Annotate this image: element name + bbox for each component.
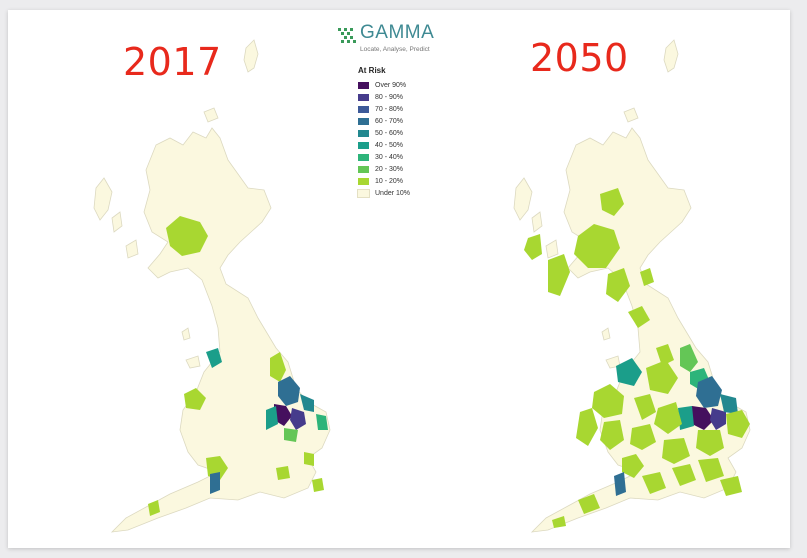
year-label-2017: 2017 <box>123 40 222 84</box>
legend-label: 50 - 60% <box>375 129 404 137</box>
region-10-20 <box>184 388 206 410</box>
legend-item: 20 - 30% <box>358 163 438 175</box>
map-2017 <box>93 39 331 533</box>
legend-label: Under 10% <box>375 189 411 197</box>
legend-item: 30 - 40% <box>358 151 438 163</box>
legend-label: 60 - 70% <box>375 117 404 125</box>
region-10-20 <box>578 494 600 514</box>
legend-item: 80 - 90% <box>358 91 438 103</box>
legend-label: 40 - 50% <box>375 141 404 149</box>
region-10-20 <box>592 384 624 418</box>
region-10-20 <box>304 452 314 466</box>
legend-item: 60 - 70% <box>358 115 438 127</box>
region-10-20 <box>524 234 542 260</box>
region-30-40 <box>316 414 328 430</box>
legend-swatch <box>358 153 369 161</box>
region-over-90 <box>274 404 292 426</box>
region-10-20 <box>312 478 324 492</box>
figure-card: 2017 2050 GAMMA Locate, Analyse, Predict… <box>8 10 790 548</box>
legend-swatch <box>358 165 369 173</box>
region-10-20 <box>640 268 654 286</box>
legend-label: 80 - 90% <box>375 93 404 101</box>
region-10-20 <box>574 224 620 268</box>
gamma-logo-icon <box>338 28 356 43</box>
region-50-60 <box>300 394 314 412</box>
logo-name: GAMMA <box>360 22 435 43</box>
region-10-20 <box>576 408 598 446</box>
region-10-20 <box>662 438 690 464</box>
legend-label: 10 - 20% <box>375 177 404 185</box>
legend-item: Under 10% <box>357 187 438 199</box>
legend-label: 70 - 80% <box>375 105 404 113</box>
legend-label: 30 - 40% <box>375 153 404 161</box>
region-60-70 <box>278 376 300 406</box>
region-10-20 <box>552 516 566 528</box>
region-10-20 <box>642 472 666 494</box>
legend-swatch <box>358 177 369 185</box>
region-10-20 <box>634 394 656 420</box>
gamma-logo: GAMMA Locate, Analyse, Predict <box>336 22 446 62</box>
maps-canvas <box>93 39 751 533</box>
region-10-20 <box>672 464 696 486</box>
region-10-20 <box>720 476 742 496</box>
region-10-20 <box>166 216 208 256</box>
region-10-20 <box>600 420 624 450</box>
region-20-30 <box>284 428 298 442</box>
region-10-20 <box>270 352 286 382</box>
region-10-20 <box>654 402 682 434</box>
legend-item: 70 - 80% <box>358 103 438 115</box>
region-40-50 <box>616 358 642 386</box>
region-80-90 <box>290 408 306 430</box>
region-40-50 <box>206 348 222 368</box>
region-40-50 <box>266 406 278 430</box>
legend-item: Over 90% <box>358 79 438 91</box>
year-label-2050: 2050 <box>530 36 629 80</box>
region-10-20 <box>696 430 724 456</box>
legend-label: 20 - 30% <box>375 165 404 173</box>
map-2050 <box>513 39 751 533</box>
region-10-20 <box>656 344 674 366</box>
legend-item: 50 - 60% <box>358 127 438 139</box>
legend-swatch <box>358 129 369 137</box>
legend-swatch <box>358 93 369 101</box>
logo-tagline: Locate, Analyse, Predict <box>360 46 430 53</box>
region-10-20 <box>622 454 644 478</box>
legend: At Risk Over 90% 80 - 90% 70 - 80% 60 - 70%… <box>357 66 438 199</box>
region-60-70 <box>210 472 220 494</box>
legend-title: At Risk <box>358 66 386 75</box>
region-10-20 <box>630 424 656 450</box>
legend-item: 40 - 50% <box>358 139 438 151</box>
region-10-20 <box>276 466 290 480</box>
region-60-70 <box>696 376 722 408</box>
legend-swatch <box>358 141 369 149</box>
region-40-50 <box>678 406 694 430</box>
region-10-20 <box>548 254 570 296</box>
region-10-20 <box>606 268 630 302</box>
region-10-20 <box>600 188 624 216</box>
region-20-30 <box>680 344 698 372</box>
legend-label: Over 90% <box>375 81 407 89</box>
legend-swatch <box>357 188 370 198</box>
legend-swatch <box>358 81 369 89</box>
region-10-20 <box>646 360 678 394</box>
region-10-20 <box>628 306 650 328</box>
region-50-60 <box>720 394 738 414</box>
region-10-20 <box>148 500 160 516</box>
region-over-90 <box>692 406 714 430</box>
region-80-90 <box>710 408 726 430</box>
legend-item: 10 - 20% <box>358 175 438 187</box>
region-10-20 <box>698 458 724 482</box>
region-10-20 <box>726 410 750 438</box>
region-60-70 <box>614 472 626 496</box>
legend-swatch <box>358 117 369 125</box>
legend-swatch <box>358 105 369 113</box>
